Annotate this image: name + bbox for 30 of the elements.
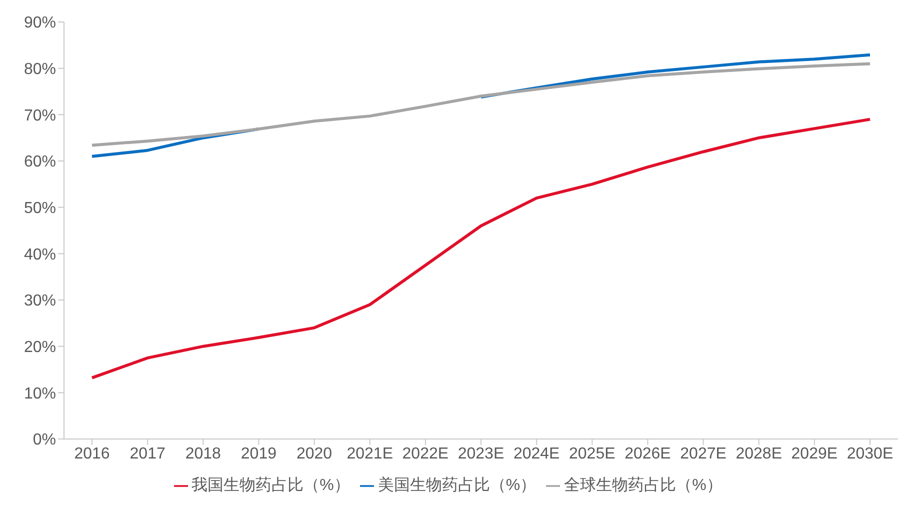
legend-label: 全球生物药占比（%）: [564, 477, 722, 494]
x-tick-label: 2026E: [624, 445, 671, 462]
x-tick-label: 2021E: [346, 445, 393, 462]
x-tick-label: 2029E: [791, 445, 838, 462]
legend-label: 美国生物药占比（%）: [378, 477, 536, 494]
legend-label: 我国生物药占比（%）: [192, 477, 350, 494]
x-tick-label: 2018: [185, 445, 222, 462]
y-tick-label: 50%: [24, 200, 56, 218]
y-tick-label: 80%: [24, 61, 56, 78]
x-tick-label: 2028E: [736, 445, 782, 462]
y-tick-label: 10%: [24, 385, 56, 402]
y-tick-label: 40%: [24, 246, 56, 264]
y-tick-label: 0%: [32, 432, 56, 449]
x-tick-label: 2020: [296, 445, 332, 462]
line-series: [90, 118, 872, 380]
x-tick-label: 2022E: [402, 445, 449, 462]
y-tick-label: 70%: [24, 107, 56, 124]
x-tick-label: 2030E: [846, 445, 894, 462]
y-tick-label: 20%: [24, 339, 56, 356]
x-tick-label: 2023E: [458, 445, 504, 462]
x-tick-label: 2016: [74, 445, 110, 462]
line-series: [90, 62, 872, 147]
x-tick-label: 2024E: [513, 445, 560, 462]
y-tick-label: 30%: [24, 292, 56, 310]
y-tick-label: 90%: [24, 14, 56, 32]
y-tick-label: 60%: [24, 154, 56, 171]
x-tick-label: 2027E: [680, 445, 726, 462]
x-tick-label: 2019: [240, 445, 277, 462]
x-tick-label: 2025E: [569, 445, 616, 462]
x-tick-label: 2017: [130, 445, 166, 462]
